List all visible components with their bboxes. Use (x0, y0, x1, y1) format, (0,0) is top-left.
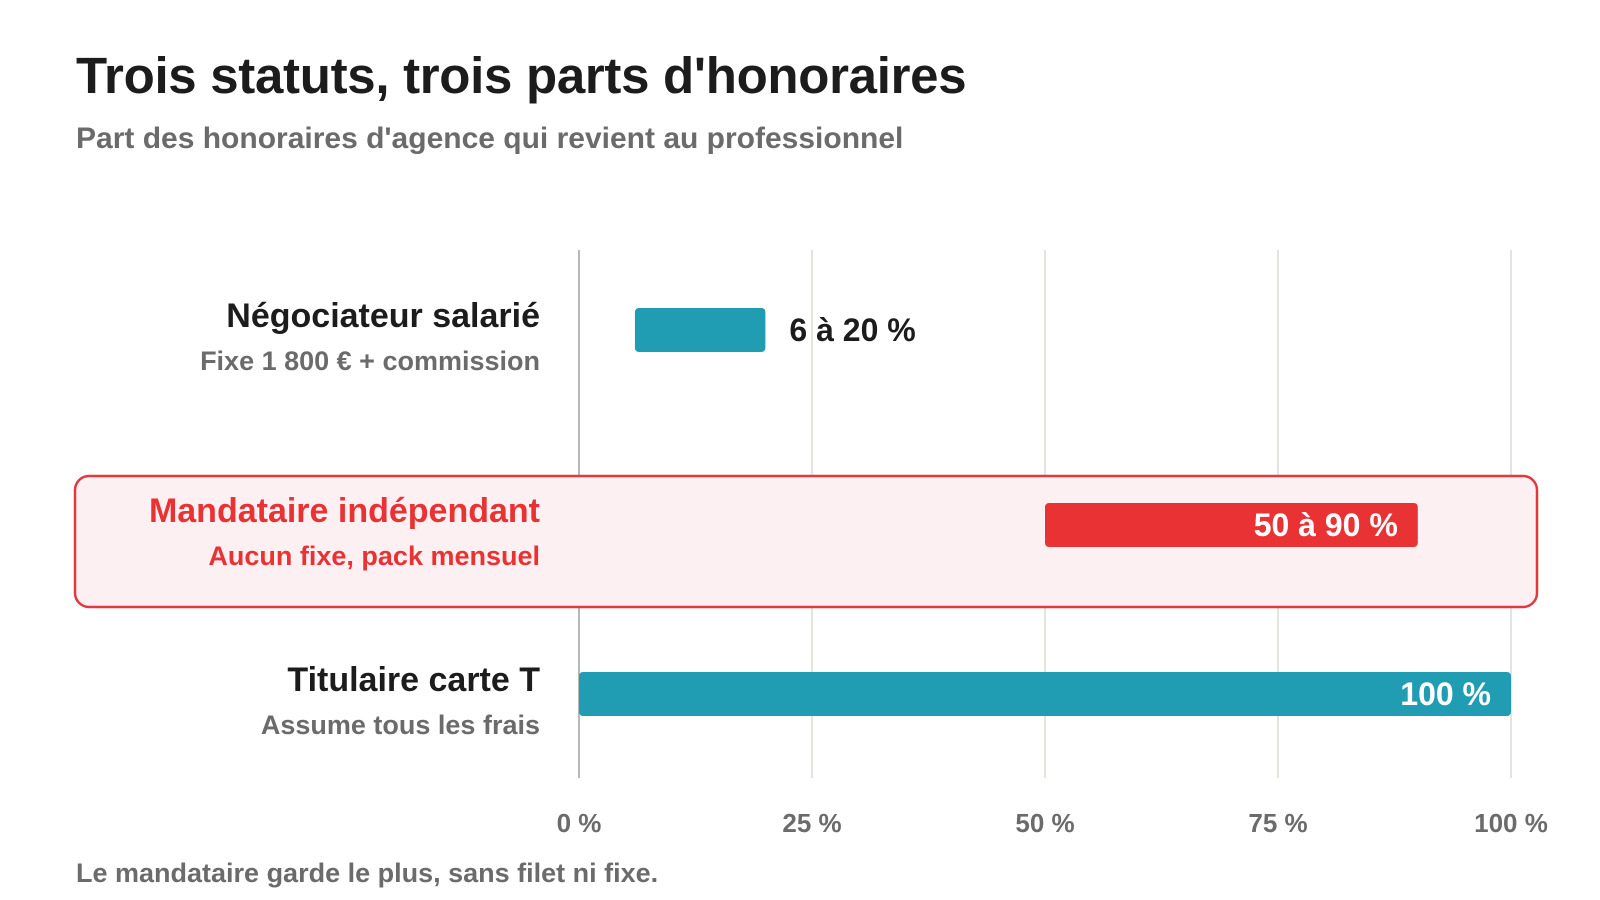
bar-2[interactable] (1045, 503, 1418, 547)
bar-3[interactable] (579, 672, 1511, 716)
data-label: 100 % (1400, 676, 1491, 712)
data-label: 6 à 20 % (789, 312, 915, 348)
x-tick-label: 50 % (1015, 808, 1074, 838)
category-sublabel: Aucun fixe, pack mensuel (208, 541, 540, 571)
category-label: Négociateur salarié (226, 297, 540, 335)
bar-1[interactable] (634, 308, 766, 352)
data-label: 50 à 90 % (1254, 507, 1398, 543)
category-label: Titulaire carte T (287, 661, 540, 699)
category-sublabel: Assume tous les frais (261, 710, 540, 740)
chart-title: Trois statuts, trois parts d'honoraires (76, 47, 967, 104)
category-sublabel: Fixe 1 800 € + commission (200, 346, 540, 376)
chart-subtitle: Part des honoraires d'agence qui revient… (76, 122, 904, 155)
chart-footnote: Le mandataire garde le plus, sans filet … (76, 858, 659, 888)
category-label: Mandataire indépendant (149, 492, 540, 530)
x-tick-label: 0 % (557, 808, 602, 838)
x-tick-label: 100 % (1474, 808, 1548, 838)
x-tick-label: 25 % (782, 808, 841, 838)
x-tick-label: 75 % (1248, 808, 1307, 838)
